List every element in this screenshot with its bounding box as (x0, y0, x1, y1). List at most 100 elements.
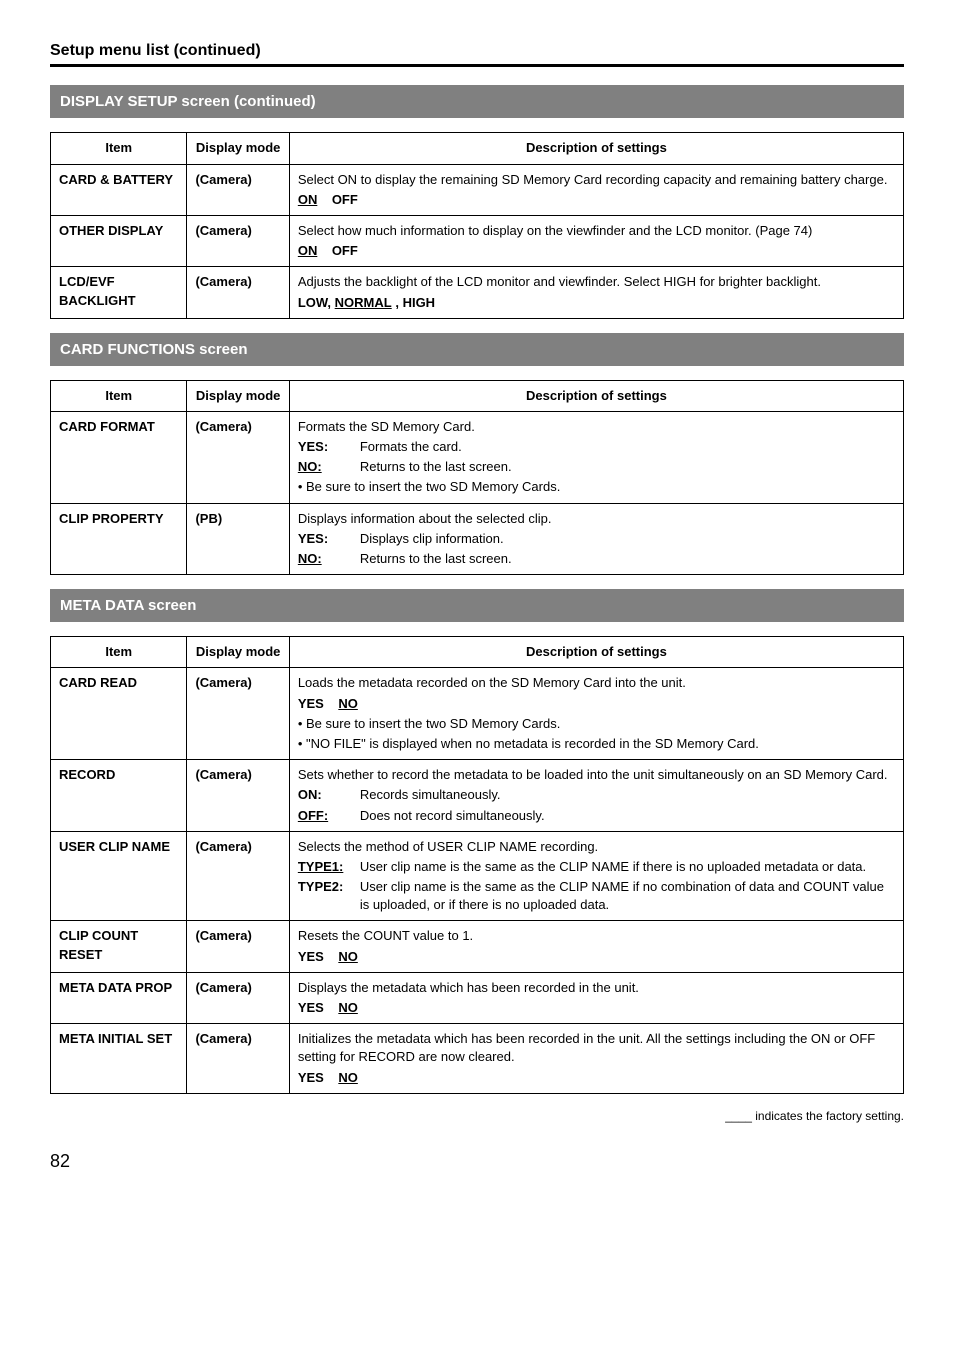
header-item: Item (51, 133, 187, 164)
desc-cell: Select ON to display the remaining SD Me… (289, 164, 903, 215)
title-underline (50, 64, 904, 67)
section-banner-display: DISPLAY SETUP screen (continued) (50, 85, 904, 118)
desc-text: Selects the method of USER CLIP NAME rec… (298, 839, 598, 854)
header-desc: Description of settings (289, 380, 903, 411)
no-key: NO: (298, 458, 354, 476)
desc-cell: Adjusts the backlight of the LCD monitor… (289, 267, 903, 318)
desc-cell: Formats the SD Memory Card. YES: Formats… (289, 411, 903, 503)
header-item: Item (51, 380, 187, 411)
desc-cell: Resets the COUNT value to 1. YES NO (289, 921, 903, 972)
mode-cell: (Camera) (187, 668, 289, 760)
table-row: META DATA PROP (Camera) Displays the met… (51, 972, 904, 1023)
opt-on: ON (298, 243, 318, 258)
table-row: OTHER DISPLAY (Camera) Select how much i… (51, 215, 904, 266)
item-cell: CARD READ (51, 668, 187, 760)
item-cell: USER CLIP NAME (51, 831, 187, 921)
page-number: 82 (50, 1149, 904, 1174)
opt-no: NO (338, 949, 358, 964)
opt-yes: YES (298, 1000, 324, 1015)
table-card-functions: Item Display mode Description of setting… (50, 380, 904, 576)
header-mode: Display mode (187, 637, 289, 668)
table-row: CLIP PROPERTY (PB) Displays information … (51, 503, 904, 575)
opt-off: OFF (332, 243, 358, 258)
table-row: META INITIAL SET (Camera) Initializes th… (51, 1024, 904, 1094)
bullet-text: • Be sure to insert the two SD Memory Ca… (298, 478, 895, 496)
mode-cell: (PB) (187, 503, 289, 575)
header-item: Item (51, 637, 187, 668)
type2-val: User clip name is the same as the CLIP N… (360, 878, 895, 914)
item-cell: RECORD (51, 760, 187, 832)
section-banner-card-functions: CARD FUNCTIONS screen (50, 333, 904, 366)
type2-key: TYPE2: (298, 878, 354, 914)
desc-cell: Select how much information to display o… (289, 215, 903, 266)
mode-cell: (Camera) (187, 921, 289, 972)
desc-text: Displays the metadata which has been rec… (298, 980, 639, 995)
desc-text: Initializes the metadata which has been … (298, 1031, 875, 1064)
on-key: ON: (298, 786, 354, 804)
desc-cell: Displays the metadata which has been rec… (289, 972, 903, 1023)
desc-cell: Sets whether to record the metadata to b… (289, 760, 903, 832)
desc-cell: Selects the method of USER CLIP NAME rec… (289, 831, 903, 921)
item-cell: META INITIAL SET (51, 1024, 187, 1094)
opt-high: , HIGH (395, 295, 435, 310)
opt-on: ON (298, 192, 318, 207)
off-val: Does not record simultaneously. (360, 807, 545, 825)
opt-yes: YES (298, 696, 324, 711)
section-banner-meta-data: META DATA screen (50, 589, 904, 622)
no-val: Returns to the last screen. (360, 550, 512, 568)
yes-val: Formats the card. (360, 438, 462, 456)
mode-cell: (Camera) (187, 267, 289, 318)
table-row: CARD & BATTERY (Camera) Select ON to dis… (51, 164, 904, 215)
mode-cell: (Camera) (187, 411, 289, 503)
type1-key: TYPE1: (298, 858, 354, 876)
table-display-setup: Item Display mode Description of setting… (50, 132, 904, 318)
desc-text: Select ON to display the remaining SD Me… (298, 172, 888, 187)
table-row: CARD READ (Camera) Loads the metadata re… (51, 668, 904, 760)
mode-cell: (Camera) (187, 164, 289, 215)
desc-text: Sets whether to record the metadata to b… (298, 767, 888, 782)
header-mode: Display mode (187, 133, 289, 164)
yes-key: YES: (298, 530, 354, 548)
mode-cell: (Camera) (187, 760, 289, 832)
opt-yes: YES (298, 949, 324, 964)
table-row: USER CLIP NAME (Camera) Selects the meth… (51, 831, 904, 921)
table-meta-data: Item Display mode Description of setting… (50, 636, 904, 1094)
header-desc: Description of settings (289, 133, 903, 164)
table-header-row: Item Display mode Description of setting… (51, 380, 904, 411)
desc-text: Displays information about the selected … (298, 511, 552, 526)
desc-text: Loads the metadata recorded on the SD Me… (298, 675, 686, 690)
opt-yes: YES (298, 1070, 324, 1085)
on-val: Records simultaneously. (360, 786, 501, 804)
no-val: Returns to the last screen. (360, 458, 512, 476)
desc-cell: Displays information about the selected … (289, 503, 903, 575)
header-mode: Display mode (187, 380, 289, 411)
yes-val: Displays clip information. (360, 530, 504, 548)
bullet-text: • "NO FILE" is displayed when no metadat… (298, 735, 895, 753)
no-key: NO: (298, 550, 354, 568)
mode-cell: (Camera) (187, 215, 289, 266)
desc-text: Adjusts the backlight of the LCD monitor… (298, 274, 821, 289)
item-cell: META DATA PROP (51, 972, 187, 1023)
off-key: OFF: (298, 807, 354, 825)
mode-cell: (Camera) (187, 831, 289, 921)
item-cell: CLIP COUNT RESET (51, 921, 187, 972)
opt-normal: NORMAL (335, 295, 392, 310)
table-row: CARD FORMAT (Camera) Formats the SD Memo… (51, 411, 904, 503)
item-cell: CLIP PROPERTY (51, 503, 187, 575)
yes-key: YES: (298, 438, 354, 456)
desc-text: Resets the COUNT value to 1. (298, 928, 473, 943)
opt-no: NO (338, 696, 358, 711)
item-cell: CARD FORMAT (51, 411, 187, 503)
table-header-row: Item Display mode Description of setting… (51, 133, 904, 164)
item-cell: CARD & BATTERY (51, 164, 187, 215)
type1-val: User clip name is the same as the CLIP N… (360, 858, 866, 876)
opt-low: LOW, (298, 295, 331, 310)
mode-cell: (Camera) (187, 1024, 289, 1094)
desc-text: Formats the SD Memory Card. (298, 419, 475, 434)
table-row: LCD/EVF BACKLIGHT (Camera) Adjusts the b… (51, 267, 904, 318)
desc-cell: Initializes the metadata which has been … (289, 1024, 903, 1094)
table-row: RECORD (Camera) Sets whether to record t… (51, 760, 904, 832)
table-header-row: Item Display mode Description of setting… (51, 637, 904, 668)
opt-no: NO (338, 1070, 358, 1085)
opt-off: OFF (332, 192, 358, 207)
